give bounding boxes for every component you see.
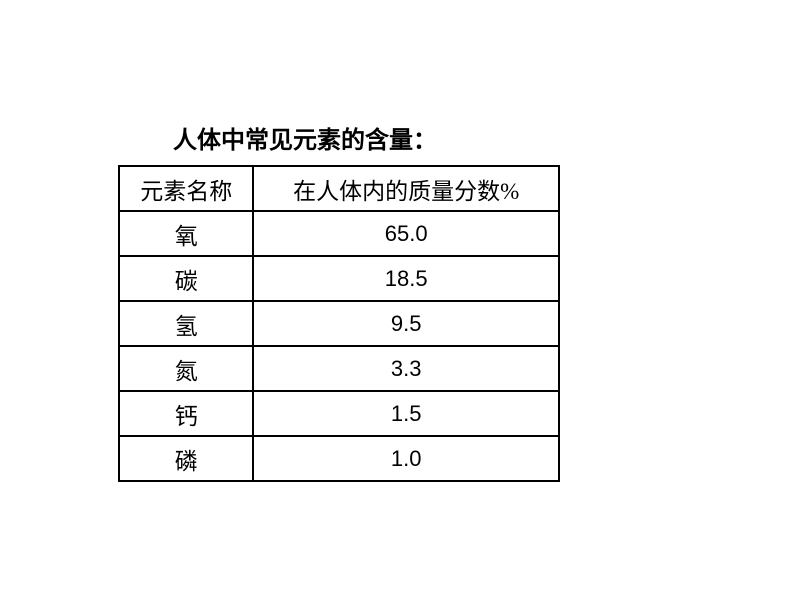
element-name-cell: 氢	[119, 301, 253, 346]
table-row: 碳 18.5	[119, 256, 559, 301]
table-title: 人体中常见元素的含量：	[173, 120, 794, 155]
element-name-cell: 氮	[119, 346, 253, 391]
header-mass-fraction: 在人体内的质量分数%	[253, 166, 559, 211]
table-row: 氮 3.3	[119, 346, 559, 391]
element-value-cell: 3.3	[253, 346, 559, 391]
element-name-cell: 碳	[119, 256, 253, 301]
table-row: 氧 65.0	[119, 211, 559, 256]
table-row: 氢 9.5	[119, 301, 559, 346]
table-header-row: 元素名称 在人体内的质量分数%	[119, 166, 559, 211]
element-value-cell: 65.0	[253, 211, 559, 256]
element-name-cell: 钙	[119, 391, 253, 436]
element-value-cell: 1.5	[253, 391, 559, 436]
header-element-name: 元素名称	[119, 166, 253, 211]
element-name-cell: 氧	[119, 211, 253, 256]
element-value-cell: 18.5	[253, 256, 559, 301]
elements-table: 元素名称 在人体内的质量分数% 氧 65.0 碳 18.5 氢 9.5 氮 3.…	[118, 165, 560, 482]
element-value-cell: 1.0	[253, 436, 559, 481]
element-name-cell: 磷	[119, 436, 253, 481]
table-row: 钙 1.5	[119, 391, 559, 436]
content-container: 人体中常见元素的含量： 元素名称 在人体内的质量分数% 氧 65.0 碳 18.…	[0, 0, 794, 482]
element-value-cell: 9.5	[253, 301, 559, 346]
table-row: 磷 1.0	[119, 436, 559, 481]
